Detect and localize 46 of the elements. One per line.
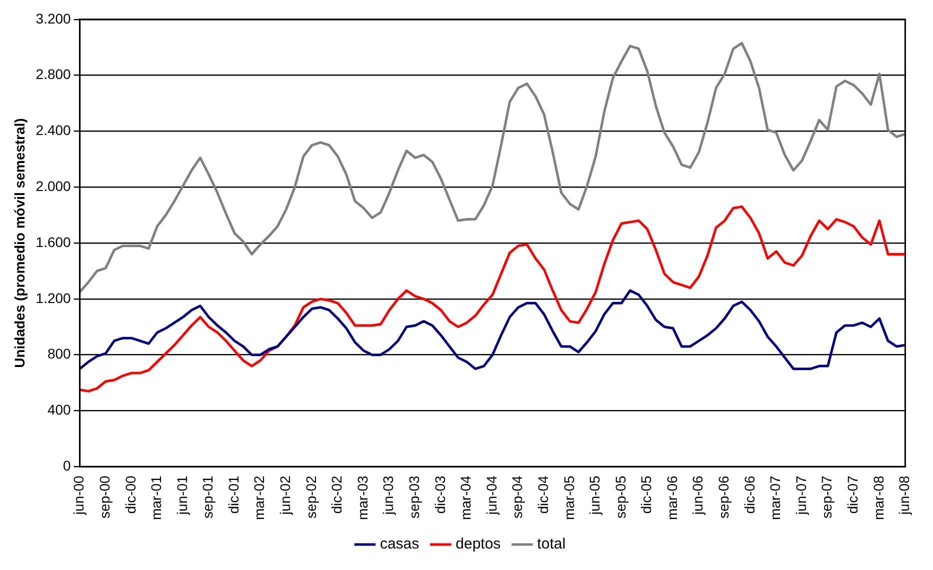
x-tick-label: dic-01 — [225, 475, 242, 514]
x-tick-label: dic-06 — [741, 475, 758, 514]
x-tick-label: dic-05 — [638, 475, 654, 514]
y-tick-label: 800 — [47, 346, 72, 362]
x-tick-label: dic-04 — [534, 475, 551, 514]
x-tick-label: sep-06 — [716, 475, 732, 518]
x-tick-label: mar-02 — [251, 475, 268, 520]
y-tick-label: 2.800 — [36, 66, 72, 82]
x-tick-label: mar-03 — [354, 475, 370, 520]
y-tick-label: 3.200 — [36, 10, 72, 26]
x-tick-label: jun-00 — [70, 475, 87, 516]
x-tick-label: sep-03 — [406, 475, 422, 518]
x-tick-label: sep-07 — [818, 475, 835, 518]
y-tick-label: 2.400 — [36, 122, 72, 138]
legend-label: casas — [380, 536, 420, 553]
x-tick-label: jun-05 — [586, 475, 603, 516]
x-tick-label: sep-04 — [509, 475, 526, 518]
x-tick-label: jun-02 — [277, 475, 294, 516]
x-tick-label: dic-03 — [432, 475, 448, 514]
x-tick-label: dic-07 — [844, 475, 860, 514]
y-tick-label: 2.000 — [36, 178, 72, 194]
x-tick-label: dic-02 — [328, 475, 345, 514]
x-tick-label: mar-01 — [148, 475, 164, 520]
x-tick-label: mar-08 — [870, 475, 886, 520]
x-tick-label: mar-06 — [664, 475, 680, 520]
x-tick-label: sep-00 — [96, 475, 112, 518]
x-tick-label: jun-06 — [690, 475, 706, 516]
x-tick-label: jun-07 — [792, 475, 809, 516]
x-tick-label: mar-05 — [560, 475, 577, 520]
y-tick-label: 0 — [63, 458, 72, 474]
x-tick-label: jun-01 — [174, 475, 190, 516]
y-tick-label: 1.200 — [36, 290, 72, 306]
y-tick-label: 1.600 — [36, 234, 72, 250]
x-tick-label: sep-05 — [612, 475, 628, 518]
legend-label: total — [537, 536, 566, 553]
x-tick-label: jun-03 — [380, 475, 396, 516]
x-tick-label: sep-02 — [302, 475, 319, 518]
x-tick-label: mar-07 — [767, 475, 784, 520]
legend-label: deptos — [456, 536, 501, 553]
x-tick-label: jun-08 — [896, 475, 912, 516]
x-tick-label: sep-01 — [200, 475, 216, 518]
y-axis-title: Unidades (promedio móvil semestral) — [11, 118, 28, 368]
x-tick-label: jun-04 — [483, 475, 500, 516]
x-tick-label: mar-04 — [458, 475, 474, 520]
y-tick-label: 400 — [47, 402, 72, 418]
x-tick-label: dic-00 — [122, 475, 138, 514]
